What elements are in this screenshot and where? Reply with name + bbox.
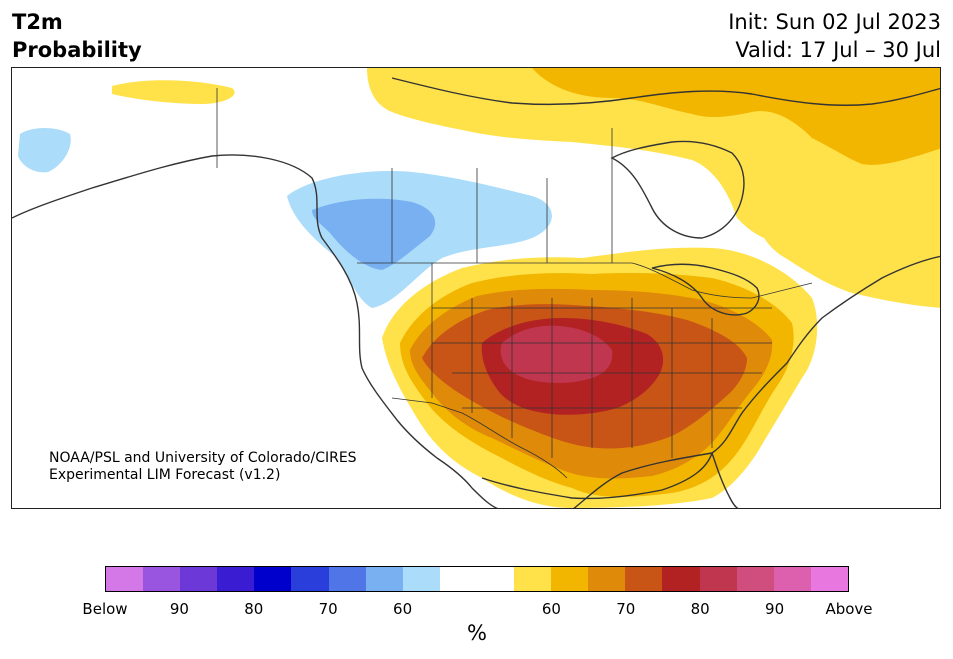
coastlines (12, 77, 940, 508)
probability-fields (18, 68, 940, 508)
colorbar-segment (662, 567, 700, 591)
colorbar-segment (328, 567, 366, 591)
arctic-islands (391, 77, 940, 106)
cold-field-core (312, 198, 436, 270)
colorbar-tick-label: Below (82, 600, 128, 618)
colorbar-segment (143, 567, 181, 591)
colorbar (105, 566, 849, 592)
colorbar-segment (699, 567, 737, 591)
warm-field-arctic-west (112, 80, 235, 104)
political-borders (216, 88, 813, 479)
map-canvas (12, 68, 940, 508)
colorbar-segment (180, 567, 218, 591)
us-canada-border (357, 262, 813, 299)
florida (711, 452, 739, 508)
colorbar-tick-label: 60 (541, 600, 561, 618)
cold-field-alaska (18, 128, 71, 173)
hudson-bay (610, 140, 745, 239)
us-mexico-border (391, 397, 568, 479)
colorbar-tick-label: 70 (318, 600, 338, 618)
colorbar-segment (773, 567, 811, 591)
colorbar-segment (365, 567, 403, 591)
colorbar-segment (514, 567, 552, 591)
colorbar-tick-label: 70 (616, 600, 636, 618)
colorbar-segment (625, 567, 663, 591)
colorbar-segment (810, 567, 848, 591)
warm-field-arctic-gold (532, 68, 940, 165)
north-america-coast (12, 154, 499, 508)
colorbar-tick-label: Above (825, 600, 873, 618)
great-lakes (651, 263, 760, 316)
colorbar-tick-label: 90 (169, 600, 189, 618)
colorbar-segment (439, 567, 477, 591)
map-title: T2m Probability (12, 8, 142, 64)
colorbar-tick-label: 60 (393, 600, 413, 618)
canada-provinces (216, 88, 613, 263)
valid-range: Valid: 17 Jul – 30 Jul (735, 38, 941, 62)
product-label: Probability (12, 38, 142, 62)
date-info: Init: Sun 02 Jul 2023 Valid: 17 Jul – 30… (728, 8, 941, 64)
colorbar-segment (402, 567, 440, 591)
warm-field-us-core (500, 325, 613, 383)
us-states-grid (431, 263, 772, 458)
colorbar-segment (551, 567, 589, 591)
colorbar-segment (217, 567, 255, 591)
gulf-mexico (481, 452, 713, 500)
init-date: Init: Sun 02 Jul 2023 (728, 10, 941, 34)
colorbar-segment (588, 567, 626, 591)
us-east-coast (573, 255, 940, 508)
variable-label: T2m (12, 10, 63, 34)
colorbar-segment (254, 567, 292, 591)
colorbar-tick-label: 80 (690, 600, 710, 618)
colorbar-segment (736, 567, 774, 591)
attribution: NOAA/PSL and University of Colorado/CIRE… (49, 450, 357, 484)
colorbar-tick-label: 90 (765, 600, 785, 618)
colorbar-segment (291, 567, 329, 591)
colorbar-segment (476, 567, 515, 591)
credit-line-2: Experimental LIM Forecast (v1.2) (49, 467, 281, 483)
colorbar-tick-label: 80 (244, 600, 264, 618)
colorbar-segment (106, 567, 144, 591)
colorbar-unit: % (467, 621, 487, 645)
credit-line-1: NOAA/PSL and University of Colorado/CIRE… (49, 450, 357, 466)
forecast-map (11, 67, 941, 509)
